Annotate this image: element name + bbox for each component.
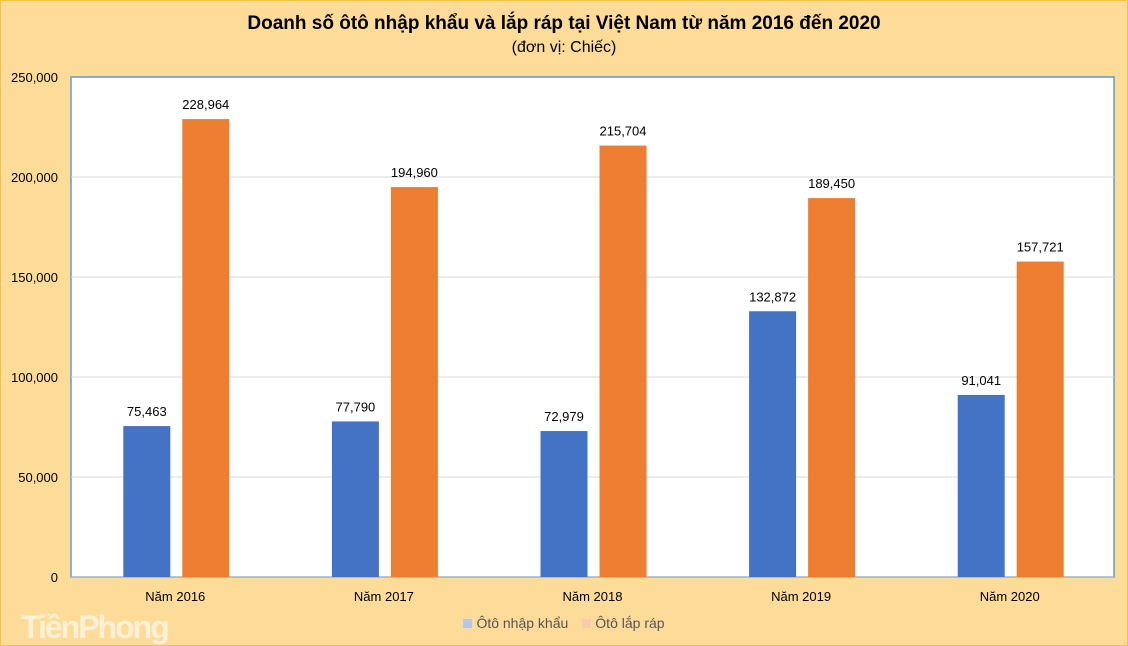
legend-item-assembly: Ôtô lắp ráp	[582, 615, 665, 631]
legend-item-import: Ôtô nhập khẩu	[463, 615, 568, 631]
bar-assembly	[808, 198, 856, 577]
bar-import	[540, 431, 588, 577]
data-label: 75,463	[127, 404, 167, 419]
legend: Ôtô nhập khẩu Ôtô lắp ráp	[1, 615, 1127, 631]
bar-assembly	[390, 187, 438, 577]
data-label: 157,721	[1017, 240, 1064, 255]
legend-swatch	[463, 618, 473, 628]
bar-assembly	[599, 145, 647, 578]
data-label: 91,041	[961, 373, 1001, 388]
bar-import	[957, 394, 1005, 577]
y-tick-label: 50,000	[18, 470, 58, 485]
y-tick-label: 150,000	[11, 270, 58, 285]
bar-assembly	[182, 119, 230, 578]
data-label: 215,704	[600, 124, 647, 139]
y-tick-label: 0	[51, 570, 58, 585]
x-tick-label: Năm 2018	[563, 589, 623, 604]
chart-title: Doanh số ôtô nhập khẩu và lắp ráp tại Vi…	[247, 13, 881, 34]
data-label: 132,872	[749, 289, 796, 304]
y-tick-label: 200,000	[11, 170, 58, 185]
y-tick-label: 250,000	[11, 70, 58, 85]
x-tick-label: Năm 2016	[145, 589, 205, 604]
data-label: 194,960	[391, 165, 438, 180]
bar-import	[123, 426, 171, 577]
x-tick-label: Năm 2017	[354, 589, 414, 604]
legend-label: Ôtô nhập khẩu	[476, 615, 569, 631]
data-label: 189,450	[808, 176, 855, 191]
legend-label: Ôtô lắp ráp	[595, 615, 665, 631]
y-tick-label: 100,000	[11, 370, 58, 385]
data-label: 72,979	[544, 409, 584, 424]
chart-subtitle: (đơn vị: Chiếc)	[511, 39, 617, 56]
x-tick-label: Năm 2020	[980, 589, 1040, 604]
x-tick-label: Năm 2019	[771, 589, 831, 604]
bar-import	[331, 421, 379, 577]
bar-import	[749, 311, 797, 577]
bar-assembly	[1016, 261, 1064, 577]
data-label: 77,790	[336, 399, 376, 414]
data-label: 228,964	[182, 97, 229, 112]
plot-background	[70, 76, 1115, 578]
legend-swatch	[582, 618, 592, 628]
